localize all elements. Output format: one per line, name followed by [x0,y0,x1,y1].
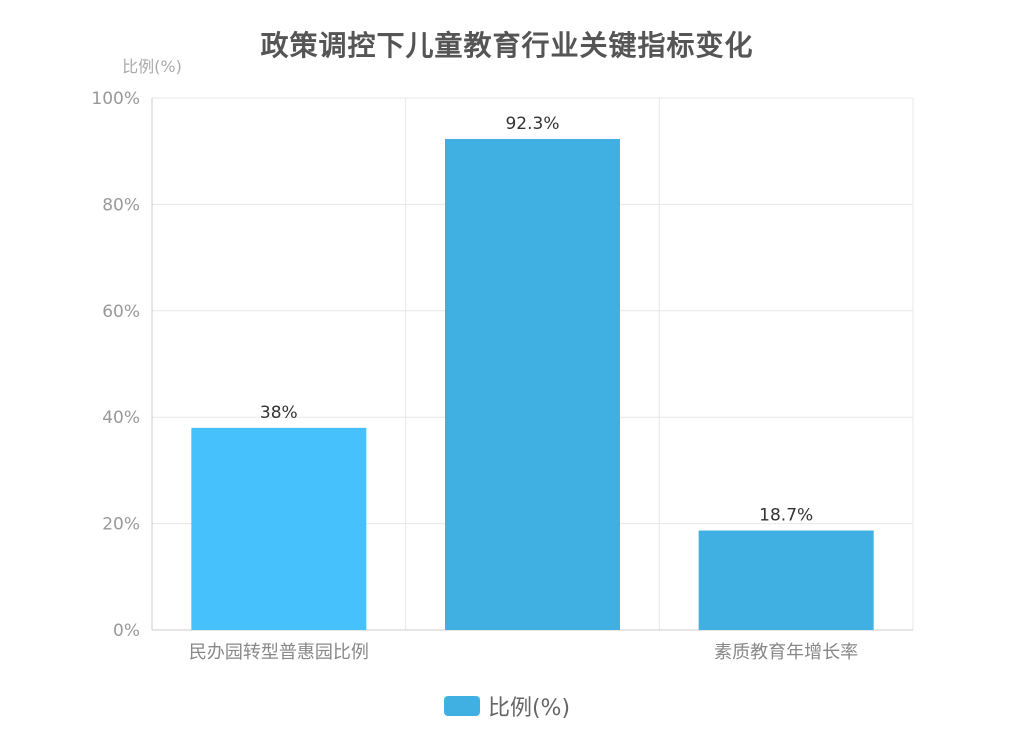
x-tick-label: 民办园转型普惠园比例 [189,642,369,663]
y-axis-title: 比例(%) [122,57,182,76]
y-tick-label: 60% [102,302,140,322]
bar[interactable] [191,427,367,630]
legend[interactable]: 比例(%) [0,690,1014,722]
chart-title: 政策调控下儿童教育行业关键指标变化 [260,29,754,62]
y-tick-label: 0% [113,621,140,641]
y-tick-label: 20% [102,515,140,535]
y-tick-label: 80% [102,195,140,215]
y-tick-label: 100% [91,89,140,109]
legend-swatch [443,696,480,716]
bar[interactable] [445,138,620,631]
label-layer: 38% 92.3% 18.7% [260,114,813,526]
legend-label: 比例(%) [487,696,571,721]
bar[interactable] [698,530,874,630]
y-tick-label: 40% [102,408,140,428]
x-tick-label: 素质教育年增长率 [714,642,858,663]
data-label: 92.3% [505,114,559,134]
data-label: 38% [260,403,298,423]
data-label: 18.7% [759,506,813,526]
bar-layer [191,138,874,631]
